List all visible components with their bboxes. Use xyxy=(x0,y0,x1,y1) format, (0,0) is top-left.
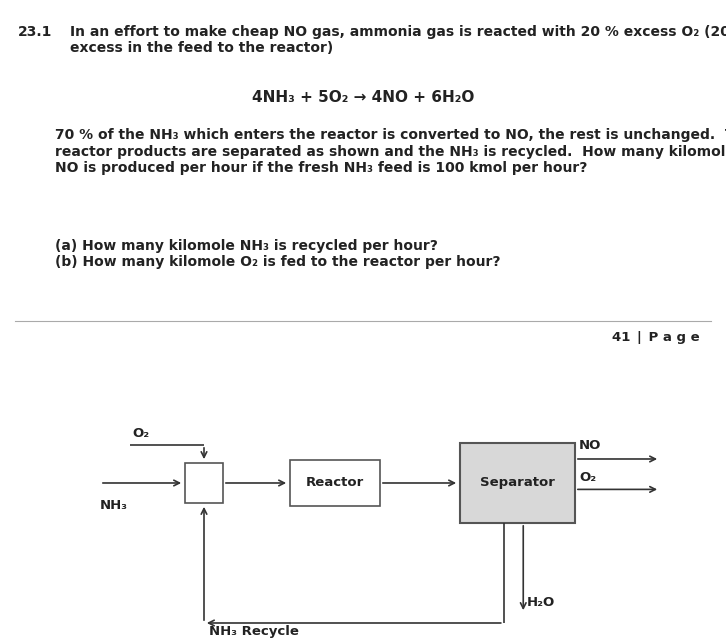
Text: 4NH₃ + 5O₂ → 4NO + 6H₂O: 4NH₃ + 5O₂ → 4NO + 6H₂O xyxy=(252,90,474,105)
Text: Separator: Separator xyxy=(480,476,555,490)
Bar xyxy=(185,463,223,503)
Text: O₂: O₂ xyxy=(579,471,596,485)
Bar xyxy=(290,460,380,506)
Text: NH₃: NH₃ xyxy=(100,499,128,512)
Text: In an effort to make cheap NO gas, ammonia gas is reacted with 20 % excess O₂ (2: In an effort to make cheap NO gas, ammon… xyxy=(70,25,726,55)
Text: 41 | P a g e: 41 | P a g e xyxy=(612,331,700,344)
Bar xyxy=(460,443,575,523)
Text: NH₃ Recycle: NH₃ Recycle xyxy=(209,625,299,638)
Text: H₂O: H₂O xyxy=(527,596,555,609)
Text: (a) How many kilomole NH₃ is recycled per hour?
(b) How many kilomole O₂ is fed : (a) How many kilomole NH₃ is recycled pe… xyxy=(55,238,500,269)
Text: 23.1: 23.1 xyxy=(18,25,52,39)
Text: 70 % of the NH₃ which enters the reactor is converted to NO, the rest is unchang: 70 % of the NH₃ which enters the reactor… xyxy=(55,128,726,175)
Text: Reactor: Reactor xyxy=(306,476,364,490)
Text: NO: NO xyxy=(579,439,601,452)
Text: O₂: O₂ xyxy=(132,427,149,440)
